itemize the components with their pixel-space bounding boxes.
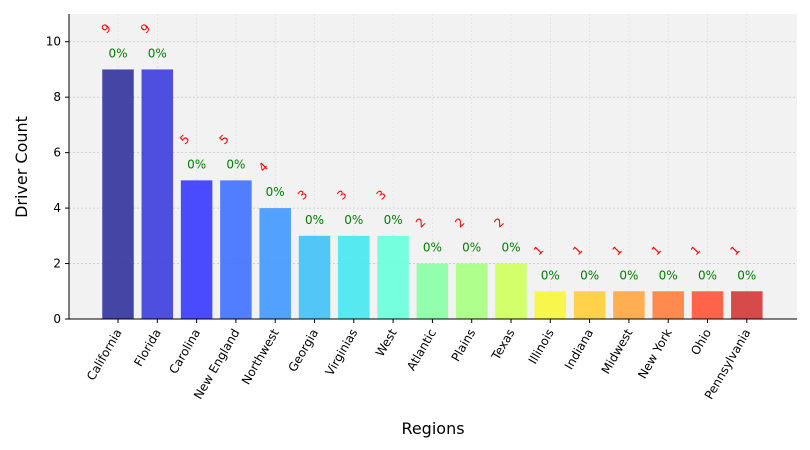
- bar-northwest: [259, 208, 291, 319]
- x-tick-label: Virginias: [323, 327, 361, 379]
- x-tick-label: Texas: [488, 327, 517, 364]
- bar-virginias: [338, 235, 370, 319]
- x-tick-label: Florida: [131, 327, 164, 369]
- percent-label: 0%: [737, 268, 756, 282]
- bar-new-york: [652, 291, 684, 319]
- percent-label: 0%: [423, 241, 442, 255]
- y-tick-label: 4: [53, 201, 61, 215]
- bar-midwest: [613, 291, 645, 319]
- bar-indiana: [573, 291, 606, 319]
- bar-illinois: [534, 291, 567, 319]
- percent-label: 0%: [698, 268, 717, 282]
- x-tick-label: Ohio: [688, 327, 714, 358]
- x-tick-label: New York: [635, 326, 675, 381]
- y-ticks: 0 2 4 6 8 10: [46, 35, 69, 326]
- y-tick-label: 6: [53, 146, 61, 160]
- percent-label: 0%: [541, 268, 560, 282]
- percent-label: 0%: [384, 213, 403, 227]
- bar-ohio: [691, 291, 724, 319]
- bar-pennsylvania: [731, 291, 763, 319]
- x-axis-title: Regions: [401, 419, 464, 438]
- x-tick-label: Atlantic: [404, 327, 439, 374]
- bars: [102, 69, 763, 319]
- y-tick-label: 0: [53, 312, 61, 326]
- bar-texas: [495, 263, 527, 319]
- percent-label: 0%: [344, 213, 363, 227]
- bar-west: [377, 235, 409, 319]
- bar-carolina: [180, 180, 213, 319]
- bar-plains: [455, 263, 488, 319]
- percent-label: 0%: [148, 46, 167, 60]
- percent-label: 0%: [305, 213, 324, 227]
- x-tick-label: Plains: [449, 327, 479, 364]
- x-tick-label: West: [373, 326, 400, 359]
- x-tick-label: California: [84, 327, 125, 383]
- percent-label: 0%: [580, 268, 599, 282]
- percent-label: 0%: [266, 185, 285, 199]
- x-tick-label: Carolina: [166, 327, 203, 377]
- bar-georgia: [298, 235, 331, 319]
- x-tick-label: Illinois: [526, 327, 557, 367]
- y-axis-title: Driver Count: [12, 116, 31, 218]
- percent-label: 0%: [226, 157, 245, 171]
- percent-label: 0%: [659, 268, 678, 282]
- percent-label: 0%: [619, 268, 638, 282]
- x-tick-label: Midwest: [599, 326, 636, 376]
- x-tick-label: Indiana: [562, 327, 596, 372]
- x-tick-label: Northwest: [239, 326, 282, 387]
- y-tick-label: 10: [46, 35, 61, 49]
- bar-atlantic: [416, 263, 449, 319]
- bar-california: [102, 69, 134, 319]
- y-tick-label: 8: [53, 90, 61, 104]
- x-tick-label: Georgia: [285, 327, 321, 375]
- bar-new-england: [220, 180, 252, 319]
- bar-florida: [141, 69, 174, 319]
- percent-label: 0%: [108, 46, 127, 60]
- percent-label: 0%: [462, 241, 481, 255]
- y-tick-label: 2: [53, 257, 61, 271]
- percent-label: 0%: [501, 241, 520, 255]
- percent-label: 0%: [187, 157, 206, 171]
- percent-labels: 0% 0% 0% 0% 0% 0% 0% 0% 0% 0% 0% 0% 0% 0% 0% 0% 0%: [108, 46, 756, 282]
